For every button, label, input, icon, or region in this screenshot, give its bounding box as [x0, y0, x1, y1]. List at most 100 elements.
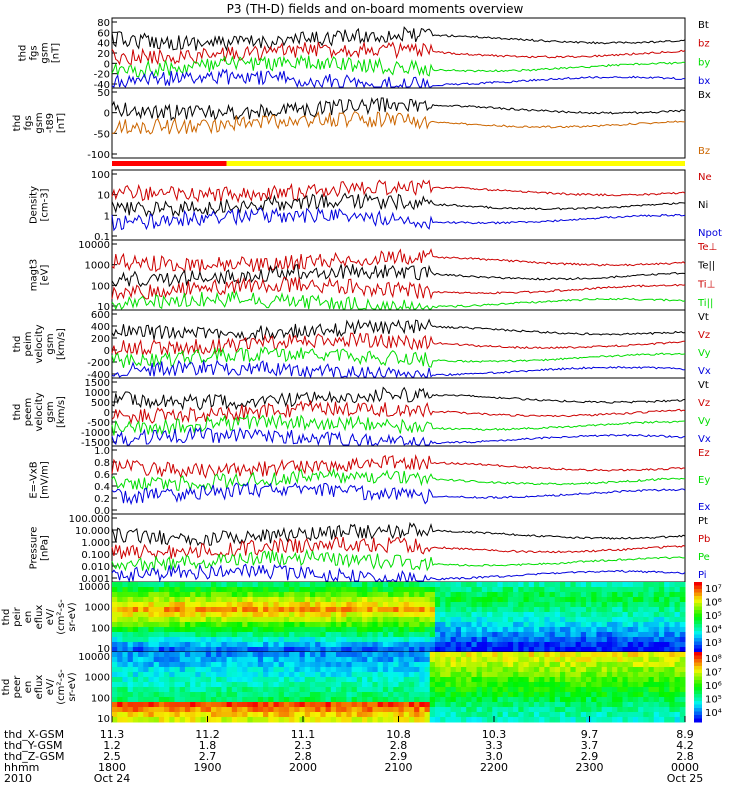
heatmap-cell — [461, 617, 467, 623]
heatmap-cell — [158, 707, 165, 713]
heatmap-cell — [268, 597, 274, 603]
heatmap-cell — [226, 647, 233, 653]
heatmap-cell — [461, 717, 467, 723]
xtick-label: 2.8 — [676, 750, 694, 763]
heatmap-cell — [112, 682, 118, 688]
heatmap-cell — [570, 697, 577, 703]
heatmap-cell — [440, 597, 446, 603]
heatmap-cell — [143, 637, 149, 643]
heatmap-cell — [351, 702, 358, 708]
heatmap-cell — [523, 682, 530, 688]
heatmap-cell — [195, 622, 202, 628]
heatmap-cell — [434, 702, 441, 708]
heatmap-cell — [429, 627, 436, 633]
heatmap-cell — [664, 677, 670, 683]
heatmap-cell — [622, 662, 629, 668]
heatmap-cell — [148, 612, 155, 618]
heatmap-cell — [393, 667, 399, 673]
heatmap-cell — [414, 617, 420, 623]
heatmap-cell — [445, 652, 452, 658]
heatmap-cell — [408, 707, 415, 713]
heatmap-cell — [335, 702, 342, 708]
xtick-label: 1800 — [98, 761, 126, 774]
heatmap-cell — [419, 707, 426, 713]
heatmap-cell — [622, 657, 629, 663]
heatmap-cell — [648, 712, 655, 718]
heatmap-cell — [330, 697, 337, 703]
heatmap-cell — [377, 607, 384, 613]
heatmap-cell — [450, 632, 457, 638]
heatmap-cell — [320, 612, 327, 618]
ytick-label: 10 — [97, 714, 110, 725]
heatmap-cell — [320, 587, 327, 593]
heatmap-cell — [445, 582, 452, 588]
heatmap-cell — [278, 682, 285, 688]
heatmap-cell — [445, 602, 452, 608]
heatmap-cell — [570, 592, 577, 598]
heatmap-cell — [216, 647, 222, 653]
heatmap-cell — [523, 647, 530, 653]
heatmap-cell — [143, 607, 149, 613]
heatmap-cell — [408, 667, 415, 673]
heatmap-cell — [335, 687, 342, 693]
heatmap-cell — [174, 682, 181, 688]
heatmap-cell — [289, 607, 295, 613]
heatmap-cell — [132, 717, 139, 723]
heatmap-cell — [544, 587, 551, 593]
heatmap-cell — [502, 667, 509, 673]
heatmap-cell — [653, 672, 660, 678]
heatmap-cell — [565, 677, 571, 683]
heatmap-cell — [586, 582, 592, 588]
heatmap-cell — [455, 617, 462, 623]
heatmap-cell — [231, 702, 238, 708]
heatmap-cell — [127, 657, 134, 663]
heatmap-cell — [434, 627, 441, 633]
heatmap-cell — [492, 607, 498, 613]
heatmap-cell — [221, 592, 228, 598]
heatmap-cell — [596, 627, 603, 633]
heatmap-cell — [304, 677, 311, 683]
heatmap-cell — [440, 667, 446, 673]
heatmap-cell — [643, 597, 650, 603]
legend-ti||: Ti|| — [697, 298, 713, 309]
heatmap-cell — [179, 712, 186, 718]
heatmap-cell — [335, 677, 342, 683]
heatmap-cell — [606, 672, 613, 678]
heatmap-cell — [117, 622, 123, 628]
heatmap-cell — [513, 697, 519, 703]
heatmap-cell — [335, 602, 342, 608]
heatmap-cell — [471, 632, 478, 638]
heatmap-cell — [664, 607, 670, 613]
heatmap-cell — [528, 637, 535, 643]
heatmap-cell — [252, 647, 259, 653]
colorbar-segment — [694, 617, 702, 621]
heatmap-cell — [143, 662, 149, 668]
heatmap-cell — [346, 692, 353, 698]
heatmap-cell — [466, 617, 472, 623]
heatmap-cell — [445, 657, 452, 663]
ylabel-line: fgs — [29, 45, 40, 60]
heatmap-cell — [252, 622, 259, 628]
heatmap-cell — [231, 632, 238, 638]
heatmap-cell — [164, 717, 170, 723]
heatmap-cell — [278, 617, 285, 623]
heatmap-cell — [325, 582, 332, 588]
heatmap-cell — [523, 617, 530, 623]
heatmap-cell — [533, 612, 540, 618]
heatmap-cell — [528, 587, 535, 593]
heatmap-cell — [622, 592, 629, 598]
heatmap-cell — [492, 692, 498, 698]
heatmap-cell — [476, 712, 483, 718]
heatmap-cell — [544, 707, 551, 713]
heatmap-cell — [523, 702, 530, 708]
heatmap-cell — [414, 612, 420, 618]
heatmap-cell — [247, 642, 254, 648]
heatmap-cell — [554, 597, 561, 603]
heatmap-cell — [606, 677, 613, 683]
heatmap-cell — [112, 677, 118, 683]
colorbar-segment — [694, 638, 702, 642]
heatmap-cell — [622, 617, 629, 623]
heatmap-cell — [351, 692, 358, 698]
heatmap-cell — [294, 712, 301, 718]
heatmap-cell — [273, 707, 280, 713]
